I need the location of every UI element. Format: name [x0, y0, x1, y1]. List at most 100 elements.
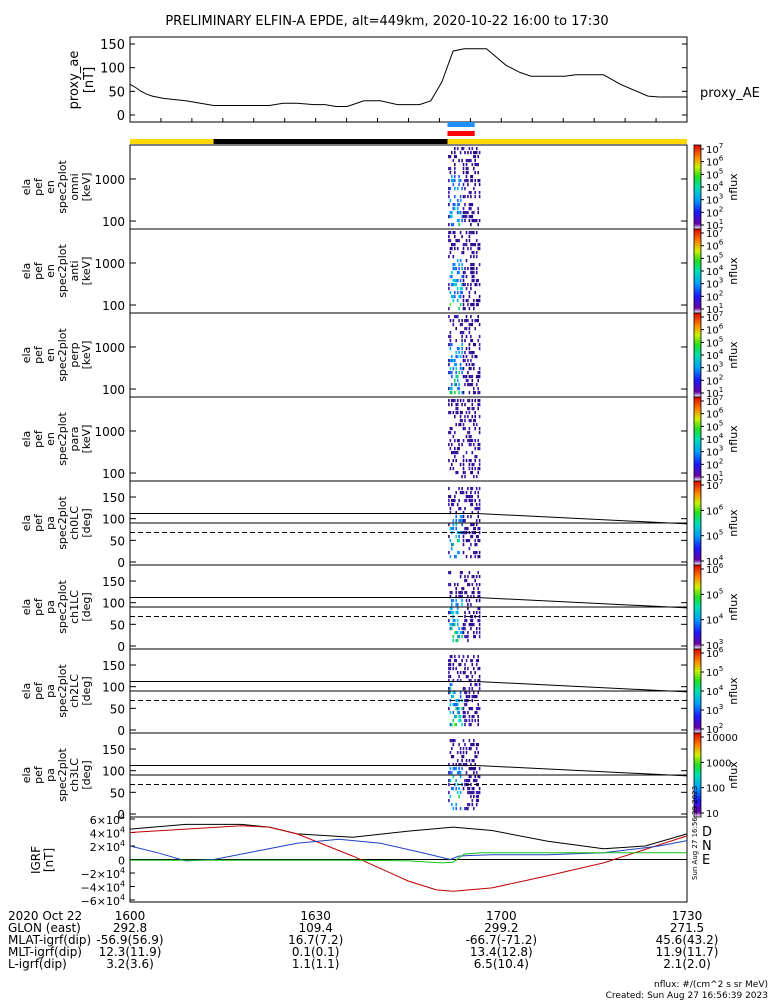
spectrogram-pixel: [474, 695, 476, 699]
colorbar-tick-label-exp: 3: [719, 360, 724, 369]
spectrogram-pixel: [465, 287, 468, 291]
spectrogram-pixel: [468, 747, 471, 751]
spectrogram-pixel: [473, 795, 475, 799]
spectrogram-pixel: [473, 807, 475, 811]
spectrogram-pixel: [471, 319, 474, 323]
spectrogram-pixel: [451, 175, 453, 179]
spectrogram-pixel: [461, 335, 463, 339]
y-label: IGRF: [29, 846, 43, 874]
spectrogram-pixel: [456, 503, 459, 507]
spectrogram-pixel: [467, 807, 469, 811]
colorbar-tick-label-base: 10: [706, 410, 719, 421]
spectrogram-pixel: [461, 627, 463, 631]
panel-igrf: 6×1044×1042×1040−2×104−4×104−6×104DNEIGR…: [29, 786, 712, 908]
spectrogram-pixel: [477, 555, 479, 559]
colorbar-tick-label: 10000: [706, 733, 738, 744]
spectrogram-pixel: [464, 783, 466, 787]
spectrogram-pixel: [470, 287, 472, 291]
colorbar: [693, 144, 702, 230]
spectrogram-pixel: [470, 247, 472, 251]
ephemeris-value: -66.7(-71.2): [466, 933, 537, 947]
spectrogram-pixel: [449, 291, 452, 295]
spectrogram-pixel: [477, 447, 479, 451]
colorbar-tick-label-exp: 6: [719, 406, 724, 415]
spectrogram-pixel: [464, 723, 466, 727]
spectrogram-pixel: [475, 219, 478, 223]
spectrogram-pixel: [455, 787, 457, 791]
spectrogram-pixel: [470, 159, 472, 163]
spectrogram-pixel: [471, 675, 474, 679]
spectrogram-pixel: [458, 351, 460, 355]
spectrogram-pixel: [473, 255, 475, 259]
colorbar-tick-label-base: 10: [706, 376, 719, 387]
ephemeris-value: 299.2: [484, 921, 518, 935]
ephemeris-value: 0.1(0.1): [292, 945, 340, 959]
spectrogram-pixel: [456, 315, 459, 319]
spectrogram-pixel: [471, 231, 474, 235]
spectrogram-pixel: [478, 635, 481, 639]
colorbar-tick-label: 105: [706, 418, 723, 433]
spectrogram-pixel: [461, 419, 463, 423]
spectrogram-pixel: [471, 403, 474, 407]
spectrogram-pixel: [474, 391, 476, 395]
spectrogram-pixel: [455, 239, 457, 243]
spectrogram-pixel: [470, 775, 472, 779]
spectrogram-pixel: [456, 451, 459, 455]
spectrogram-pixel: [454, 623, 456, 627]
colorbar-tick-label-base: 10: [706, 229, 719, 240]
spectrogram-pixel: [459, 323, 462, 327]
spectrogram-pixel: [467, 383, 469, 387]
spectrogram-pixel: [456, 355, 459, 359]
spectrogram-pixel: [471, 275, 474, 279]
spectrogram-pixel: [474, 455, 476, 459]
spectrogram-pixel: [462, 331, 465, 335]
spectrogram-pixel: [462, 283, 465, 287]
spectrogram-pixel: [449, 155, 452, 159]
y-label: spec2plot: [56, 748, 69, 802]
spectrogram-pixel: [470, 491, 472, 495]
spectrogram-pixel: [475, 523, 478, 527]
y-tick-label-exp: 4: [120, 880, 125, 889]
colorbar-tick-label-base: 10: [706, 267, 719, 278]
spectrogram-pixel: [471, 511, 474, 515]
spectrogram-pixel: [468, 431, 471, 435]
spectrogram-pixel: [451, 295, 453, 299]
spectrogram-pixel: [459, 631, 462, 635]
spectrogram-pixel: [462, 739, 465, 743]
spectrogram-pixel: [454, 231, 456, 235]
y-label: [keV]: [80, 173, 93, 202]
spectrogram-pixel: [474, 411, 476, 415]
spectrogram-pixel: [464, 619, 466, 623]
spectrogram-pixel: [451, 283, 453, 287]
spectrogram-pixel: [464, 715, 466, 719]
spectrogram-pixel: [465, 335, 468, 339]
spectrogram-pixel: [474, 763, 476, 767]
spectrogram-pixel: [459, 295, 462, 299]
y-tick-label-base: 6×10: [90, 814, 120, 827]
spectrogram-pixel: [473, 167, 475, 171]
spectrogram-pixel: [451, 387, 453, 391]
spectrogram-pixel: [456, 399, 459, 403]
spectrogram-pixel: [449, 343, 452, 347]
spectrogram-pixel: [477, 303, 479, 307]
spectrogram-pixel: [455, 355, 457, 359]
colorbar-tick-label-base: 10: [706, 242, 719, 253]
spectrogram-pixel: [478, 507, 481, 511]
colorbar: [693, 648, 702, 734]
spectrogram-pixel: [477, 527, 479, 531]
spectrogram-pixel: [459, 571, 462, 575]
spectrogram-pixel: [478, 767, 481, 771]
loss-cone-line: [476, 512, 688, 525]
spectrogram-pixel: [459, 679, 462, 683]
spectrogram-pixel: [456, 671, 459, 675]
spectrogram-pixel: [454, 415, 456, 419]
y-tick-label: 6×104: [90, 812, 125, 827]
spectrogram-pixel: [456, 147, 459, 151]
spectrogram-pixel: [470, 151, 472, 155]
spectrogram-pixel: [449, 611, 452, 615]
spectrogram-pixel: [467, 283, 469, 287]
spectrogram-pixel: [471, 487, 474, 491]
spectrogram-pixel: [477, 179, 479, 183]
spectrogram-pixel: [470, 243, 472, 247]
y-label: pef: [32, 177, 45, 196]
